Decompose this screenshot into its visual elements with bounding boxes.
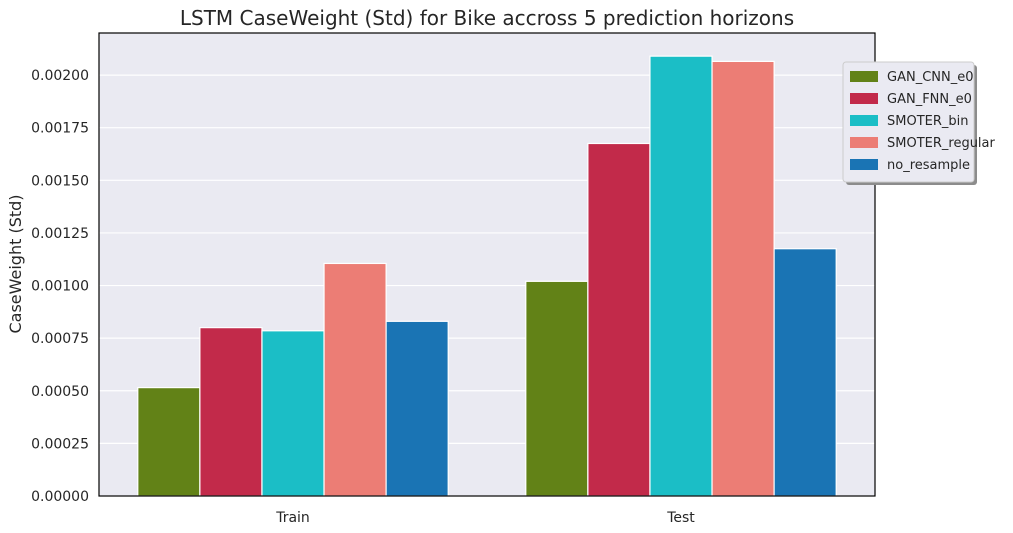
x-tick-label: Test [666, 510, 695, 526]
chart-title: LSTM CaseWeight (Std) for Bike accross 5… [180, 6, 794, 30]
legend-box [842, 61, 975, 183]
x-axis-ticks: Train Test [275, 510, 695, 526]
legend-swatch [850, 137, 878, 148]
bars [137, 55, 837, 497]
legend-label: no_resample [887, 158, 970, 173]
bar-gan-cnn-e0-test [525, 280, 589, 497]
y-tick-label: 0.00200 [31, 68, 89, 84]
legend-swatch [850, 71, 878, 82]
plot-frame [98, 32, 876, 497]
x-tick-label: Train [275, 510, 310, 526]
bar-no-resample-train [385, 320, 449, 497]
bar-smoter-bin-train [261, 330, 325, 497]
bar-smoter-regular-test [711, 60, 775, 497]
bar-gan-cnn-e0-train [137, 387, 201, 497]
legend-swatch [850, 159, 878, 170]
y-tick-label: 0.00050 [31, 384, 89, 400]
legend-label: GAN_CNN_e0 [887, 70, 974, 85]
bar-no-resample-test [773, 248, 837, 497]
legend-swatch [850, 93, 878, 104]
y-tick-label: 0.00125 [31, 226, 89, 242]
y-axis-label: CaseWeight (Std) [6, 194, 25, 333]
bar-smoter-regular-train [323, 262, 387, 497]
bar-gan-fnn-e0-train [199, 327, 263, 497]
y-tick-label: 0.00175 [31, 121, 89, 137]
y-axis-ticks: 0.00000 0.00025 0.00050 0.00075 0.00100 0.001… [31, 68, 89, 505]
y-tick-label: 0.00100 [31, 279, 89, 295]
bar-gan-fnn-e0-test [587, 142, 651, 497]
bar-smoter-bin-test [649, 55, 713, 497]
y-tick-label: 0.00000 [31, 489, 89, 505]
legend-label: SMOTER_bin [887, 114, 969, 129]
legend-label: GAN_FNN_e0 [887, 92, 972, 107]
y-tick-label: 0.00025 [31, 436, 89, 452]
legend-swatch [850, 115, 878, 126]
legend: GAN_CNN_e0 GAN_FNN_e0 SMOTER_bin SMOTER_reg… [842, 61, 996, 185]
legend-label: SMOTER_regular [887, 136, 996, 151]
y-tick-label: 0.00075 [31, 331, 89, 347]
y-tick-label: 0.00150 [31, 173, 89, 189]
